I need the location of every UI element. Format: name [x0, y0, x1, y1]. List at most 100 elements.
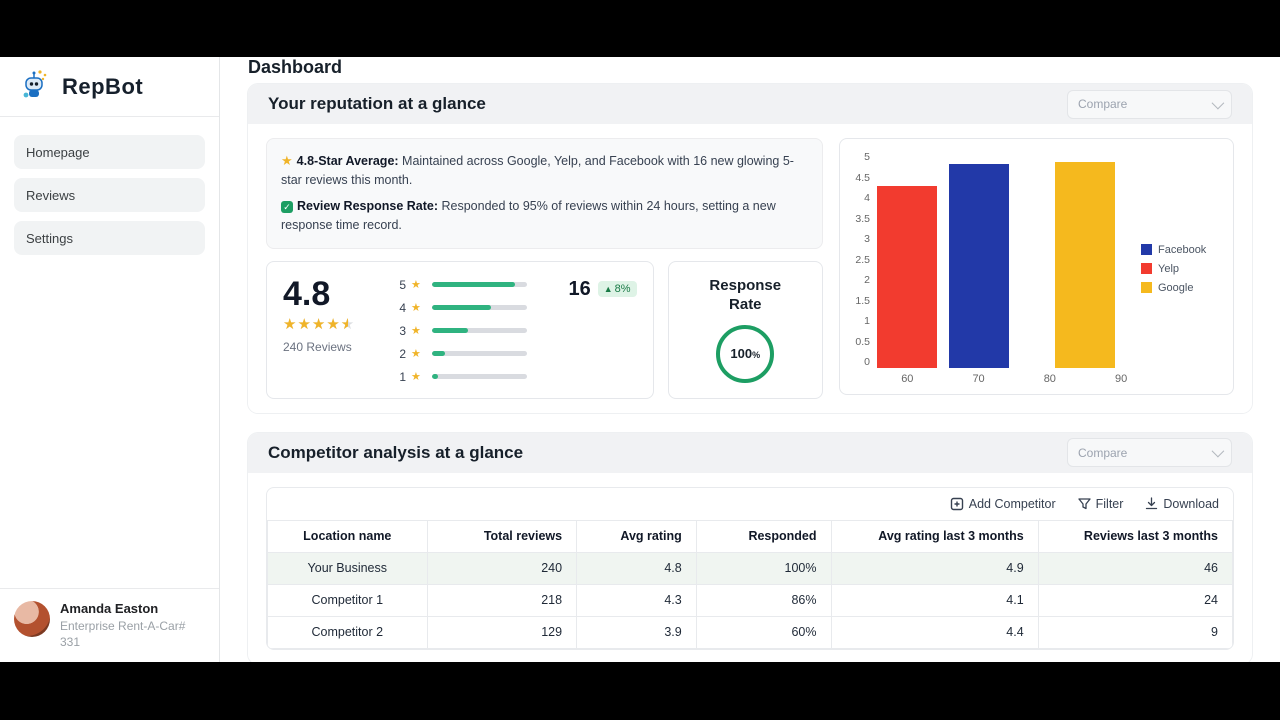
distribution-track [431, 328, 527, 333]
highlight-bold: Review Response Rate: [297, 198, 439, 213]
star-icon: ★ [411, 371, 421, 383]
competitor-table-panel: Add Competitor Filter [266, 486, 1234, 650]
sidebar-item-homepage[interactable]: Homepage [14, 135, 205, 169]
distribution-row: 1 ★ [398, 370, 555, 384]
legend-item-google: Google [1141, 282, 1223, 294]
y-tick-label: 2 [864, 274, 870, 286]
highlight-item: ✓ Review Response Rate: Responded to 95% … [281, 197, 808, 236]
highlight-item: ★ 4.8-Star Average: Maintained across Goo… [281, 151, 808, 191]
column-header: Total reviews [426, 519, 578, 553]
cell-location-name: Your Business [267, 551, 428, 585]
cell-value: 9 [1037, 615, 1233, 649]
legend-label: Yelp [1158, 262, 1180, 275]
avatar [14, 600, 50, 637]
highlights-box: ★ 4.8-Star Average: Maintained across Goo… [266, 138, 823, 249]
distribution-fill [431, 374, 438, 379]
add-competitor-label: Add Competitor [968, 496, 1056, 511]
x-tick-label: 70 [972, 373, 985, 385]
table-header-row: Location name Total reviews Avg rating Resp… [267, 519, 1233, 553]
legend-label: Google [1158, 281, 1194, 294]
cell-value: 4.1 [830, 583, 1039, 617]
chart-y-axis: 5 4.5 4 3.5 3 2.5 2 1.5 1 0.5 0 [848, 151, 876, 368]
filter-icon [1077, 497, 1091, 510]
chart-legend: Facebook Yelp Google [1137, 151, 1223, 386]
competitor-card-header: Competitor analysis at a glance Compare [248, 432, 1252, 473]
table-row[interactable]: Competitor 2 129 3.9 60% 4.4 9 [267, 615, 1233, 649]
highlight-text: Responded to 95% of reviews within 24 ho… [281, 198, 776, 233]
y-tick-label: 5 [864, 151, 870, 163]
cell-value: 4.9 [830, 551, 1039, 585]
distribution-star-label: 5 [399, 277, 406, 292]
y-tick-label: 2.5 [855, 253, 870, 266]
competitor-card: Competitor analysis at a glance Compare [248, 432, 1252, 662]
cell-value: 46 [1037, 551, 1233, 585]
cell-value: 240 [426, 551, 578, 585]
star-icon: ★ [411, 348, 421, 360]
cell-value: 24 [1037, 583, 1233, 617]
cell-value: 86% [695, 583, 832, 617]
y-tick-label: 4 [864, 192, 870, 204]
trend-value: 8% [614, 282, 631, 295]
cell-value: 100% [695, 551, 832, 585]
table-row[interactable]: Competitor 1 218 4.3 86% 4.1 24 [267, 583, 1233, 617]
cell-value: 4.8 [576, 551, 697, 585]
column-header: Avg rating last 3 months [830, 519, 1039, 553]
distribution-star-label: 2 [399, 346, 406, 361]
reputation-card: Your reputation at a glance Compare ★ 4. [248, 84, 1252, 413]
filter-button[interactable]: Filter [1077, 496, 1124, 511]
sidebar-item-settings[interactable]: Settings [14, 221, 205, 255]
distribution-row: 4 ★ [398, 301, 555, 315]
response-rate-title: Response Rate [709, 276, 782, 314]
add-competitor-button[interactable]: Add Competitor [950, 497, 1056, 511]
legend-label: Facebook [1158, 243, 1207, 256]
cell-value: 3.9 [576, 615, 697, 649]
sidebar-item-reviews[interactable]: Reviews [14, 178, 205, 212]
chart-bar-facebook [948, 164, 1009, 368]
arrow-up-icon: ▲ [603, 283, 613, 294]
distribution-row: 2 ★ [398, 347, 555, 361]
response-rate-card: Response Rate 100% [667, 260, 823, 399]
trend-badge: ▲ 8% [597, 280, 637, 297]
table-toolbar: Add Competitor Filter [267, 488, 1233, 520]
chevron-down-icon [1211, 96, 1225, 109]
table-row[interactable]: Your Business 240 4.8 100% 4.9 46 [267, 551, 1233, 585]
star-rating-icons: ★★★★★★★★★★ [283, 315, 356, 333]
y-tick-label: 3.5 [855, 212, 870, 225]
chart-bar-google [1055, 161, 1116, 368]
letterbox-top [0, 0, 1280, 57]
review-count: 240 Reviews [283, 339, 352, 354]
distribution-fill [431, 305, 491, 310]
download-label: Download [1163, 496, 1219, 511]
highlight-text: Maintained across Google, Yelp, and Face… [281, 154, 794, 188]
compare-label: Compare [1078, 97, 1128, 111]
page-header: Dashboard [220, 57, 1280, 78]
x-tick-label: 90 [1114, 373, 1128, 385]
y-tick-label: 0.5 [855, 335, 870, 348]
star-icon: ★ [281, 153, 293, 168]
page-title: Dashboard [248, 57, 343, 77]
ratings-bar-chart: 5 4.5 4 3.5 3 2.5 2 1.5 1 0.5 0 60 70 80 90 Facebook Y… [839, 138, 1234, 395]
y-tick-label: 1.5 [855, 294, 870, 307]
legend-swatch [1141, 244, 1152, 255]
column-header: Responded [695, 519, 832, 553]
star-icon: ★ [411, 279, 421, 291]
download-button[interactable]: Download [1145, 497, 1219, 511]
reputation-compare-dropdown[interactable]: Compare [1067, 89, 1232, 119]
cell-value: 129 [426, 615, 578, 649]
distribution-fill [431, 328, 468, 333]
new-reviews-count: 16 [568, 277, 591, 300]
distribution-star-label: 4 [399, 300, 406, 315]
reputation-title: Your reputation at a glance [268, 94, 486, 113]
user-organization: Enterprise Rent-A-Car# 331 [60, 618, 186, 649]
y-tick-label: 0 [864, 356, 870, 368]
star-icon: ★ [411, 325, 421, 337]
distribution-row: 5 ★ [398, 278, 555, 292]
filter-label: Filter [1095, 496, 1124, 511]
user-profile[interactable]: Amanda Easton Enterprise Rent-A-Car# 331 [0, 587, 219, 662]
sidebar: RepBot Homepage Reviews Settings Amanda … [0, 57, 220, 662]
sidebar-nav: Homepage Reviews Settings [0, 117, 219, 255]
average-rating: 4.8 [283, 274, 331, 313]
competitor-compare-dropdown[interactable]: Compare [1067, 438, 1232, 467]
table-body: Your Business 240 4.8 100% 4.9 46 Competitor 1… [267, 551, 1233, 649]
column-header: Location name [267, 519, 428, 553]
